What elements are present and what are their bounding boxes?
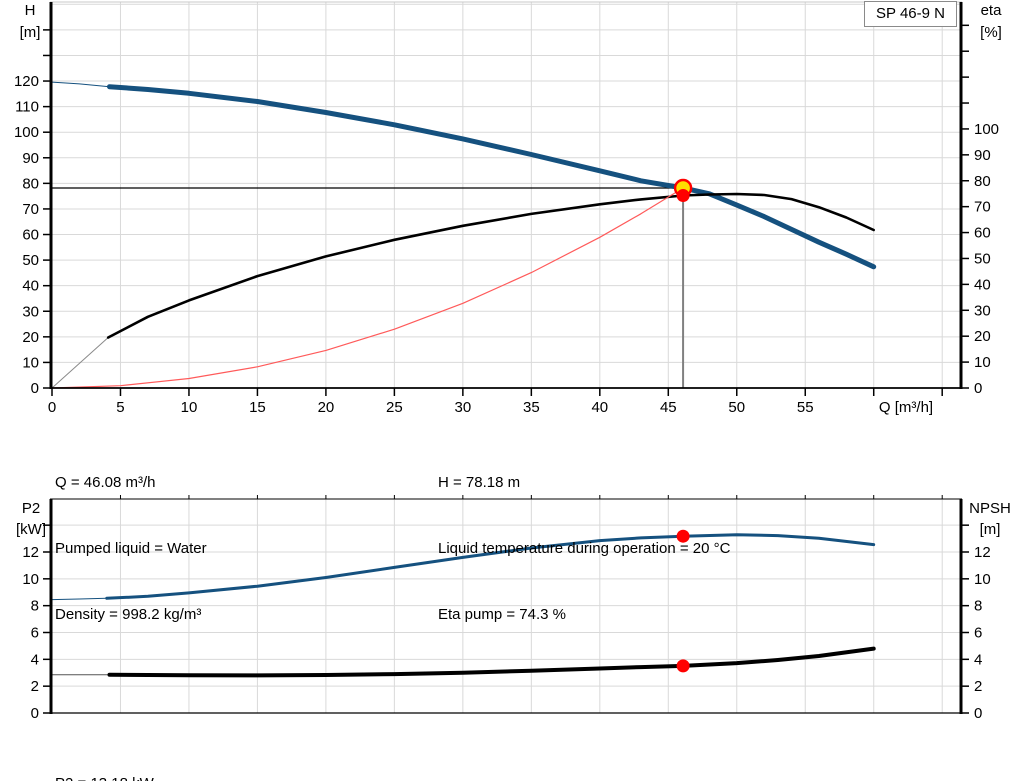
right-axis-tick-label: 10 [974,571,991,588]
left-axis-tick-label: 4 [31,651,39,668]
left-axis-tick-label: 20 [22,329,39,346]
left-axis-tick-label: 12 [22,544,39,561]
density-readout: Density = 998.2 kg/m³ [55,606,202,623]
eta-curve [106,192,876,339]
x-axis-tick-label: 20 [318,399,335,416]
left-axis-tick-label: 100 [14,124,39,141]
left-axis-title-unit: [m] [20,24,41,41]
right-axis-tick-label: 10 [974,354,991,371]
right-axis-tick-label: 60 [974,225,991,242]
x-axis-tick-label: 5 [116,399,124,416]
flow-readout: Q = 46.08 m³/h [55,474,156,491]
left-axis-title-unit: [kW] [16,521,46,538]
right-axis-title-unit: [%] [980,24,1002,41]
left-axis-tick-label: 110 [15,99,39,116]
x-axis-tick-label: 55 [797,399,814,416]
left-axis-tick-label: 0 [31,380,39,397]
duty-readout-right: H = 78.18 m Liquid temperature during op… [438,428,730,670]
right-axis-title-unit: [m] [980,521,1001,538]
duty-point-p2-marker[interactable] [676,529,690,543]
left-axis-title: H [25,2,36,19]
right-axis-tick-label: 0 [974,705,982,722]
right-axis-tick-label: 4 [974,651,982,668]
duty-readout-bottom: P2 = 13.18 kW NPSH = 3.51 m [55,729,160,781]
pumped-liquid-readout: Pumped liquid = Water [55,540,207,557]
duty-point-npsh-marker[interactable] [676,659,690,673]
left-axis-tick-label: 70 [22,201,39,218]
right-axis-tick-label: 8 [974,598,982,615]
left-axis-tick-label: 80 [22,175,39,192]
left-axis-tick-label: 10 [22,354,39,371]
right-axis-tick-label: 40 [974,276,991,293]
right-axis-tick-label: 6 [974,624,982,641]
plot-area-head-eta[interactable] [52,2,960,388]
x-axis-tick-label: 40 [591,399,608,416]
right-axis-tick-label: 20 [974,328,991,345]
right-axis-tick-label: 12 [974,544,991,561]
head-curve [107,84,877,270]
eta-curve-lead-in [51,337,109,389]
eta-pump-readout: Eta pump = 74.3 % [438,606,566,623]
left-axis-tick-label: 10 [22,571,39,588]
left-axis-tick-label: 40 [22,278,39,295]
right-axis-tick-label: 2 [974,678,982,695]
head-curve-lead-in [51,81,110,88]
duty-point-eta-marker[interactable] [676,189,690,202]
x-axis-tick-label: 45 [660,399,677,416]
left-axis-tick-label: 0 [31,705,39,722]
right-axis-tick-label: 80 [974,173,991,190]
left-axis-tick-label: 120 [14,73,39,90]
p2-curve [105,533,876,600]
right-axis-tick-label: 0 [974,380,982,397]
pump-model-badge: SP 46-9 N [864,1,957,27]
left-axis-tick-label: 6 [31,624,39,641]
left-axis-tick-label: 30 [22,303,39,320]
right-axis-tick-label: 50 [974,250,991,267]
p2-curve-lead-in [51,597,108,601]
system-curve [51,187,684,389]
x-axis-tick-label: 10 [181,399,198,416]
left-axis-tick-label: 8 [31,598,39,615]
head-readout: H = 78.18 m [438,474,521,491]
left-axis-tick-label: 50 [22,252,39,269]
left-axis-tick-label: 90 [22,150,39,167]
p2-readout: P2 = 13.18 kW [55,773,160,781]
x-axis-tick-label: 0 [48,399,56,416]
x-axis-tick-label: 25 [386,399,403,416]
left-axis-tick-label: 2 [31,678,39,695]
x-axis-tick-label: 35 [523,399,540,416]
npsh-curve [107,646,876,678]
x-axis-title: Q [m³/h] [879,399,933,416]
right-axis-tick-label: 30 [974,302,991,319]
duty-readout-left: Q = 46.08 m³/h Pumped liquid = Water Den… [55,428,207,670]
right-axis-tick-label: 70 [974,199,991,216]
right-axis-title: NPSH [969,500,1011,517]
x-axis-tick-label: 15 [249,399,266,416]
liquid-temperature-readout: Liquid temperature during operation = 20… [438,540,731,557]
x-axis-tick-label: 30 [455,399,472,416]
left-axis-tick-label: 60 [22,227,39,244]
x-axis-tick-label: 50 [728,399,745,416]
right-axis-tick-label: 100 [974,121,999,138]
right-axis-title: eta [981,2,1003,19]
right-axis-tick-label: 90 [974,147,991,164]
left-axis-title: P2 [22,500,40,517]
